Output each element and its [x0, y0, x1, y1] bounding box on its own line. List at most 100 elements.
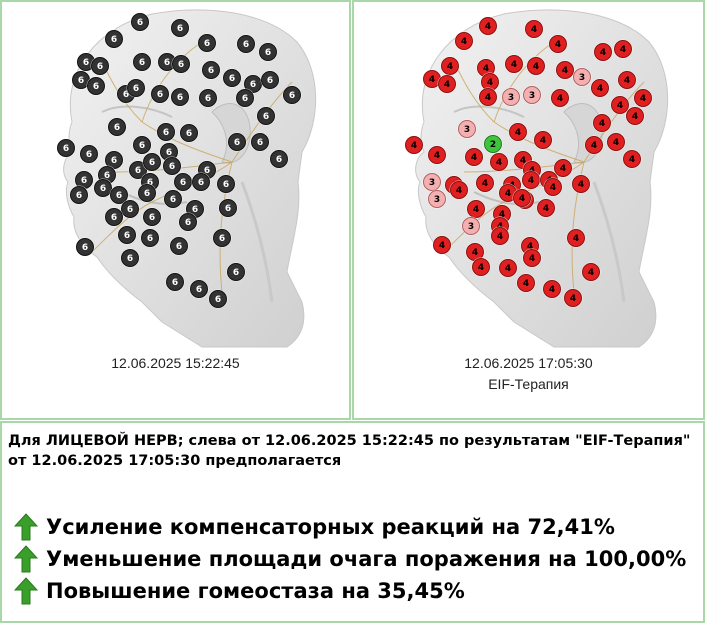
- point-marker-level-4: 4: [404, 135, 424, 155]
- point-marker-label: 4: [499, 210, 505, 220]
- point-marker-label: 6: [82, 243, 88, 253]
- point-marker-label: 4: [578, 180, 584, 190]
- point-marker-level-4: 4: [543, 177, 563, 197]
- point-marker-level-4: 4: [466, 199, 486, 219]
- point-marker-level-4: 4: [606, 132, 626, 152]
- point-marker-level-6: 6: [71, 70, 91, 90]
- point-marker-label: 4: [485, 93, 491, 103]
- point-marker-label: 6: [178, 60, 184, 70]
- point-marker-level-6: 6: [201, 60, 221, 80]
- point-marker-label: 4: [478, 263, 484, 273]
- point-marker-label: 4: [588, 268, 594, 278]
- point-marker-label: 6: [229, 74, 235, 84]
- point-marker-level-4: 4: [548, 34, 568, 54]
- point-marker-label: 3: [468, 222, 474, 232]
- point-marker-level-3: 3: [457, 119, 477, 139]
- point-marker-level-6: 6: [104, 150, 124, 170]
- point-marker-label: 6: [265, 48, 271, 58]
- point-marker-level-6: 6: [235, 88, 255, 108]
- head-anatomy-illustration-right: 4444444444443444443344444432444444444443…: [404, 9, 669, 348]
- point-marker-label: 6: [192, 205, 198, 215]
- point-marker-label: 6: [114, 123, 120, 133]
- report-description: Для ЛИЦЕВОЙ НЕРВ; слева от 12.06.2025 15…: [8, 433, 691, 469]
- point-marker-label: 4: [471, 153, 477, 163]
- point-marker-level-6: 6: [236, 34, 256, 54]
- point-marker-label: 2: [490, 140, 496, 150]
- point-marker-level-6: 6: [226, 262, 246, 282]
- point-marker-label: 6: [204, 39, 210, 49]
- point-marker-label: 6: [263, 112, 269, 122]
- point-marker-level-2: 2: [483, 134, 503, 154]
- point-marker-label: 4: [550, 183, 556, 193]
- point-marker-label: 4: [505, 264, 511, 274]
- point-marker-label: 4: [523, 279, 529, 289]
- point-marker-level-4: 4: [498, 258, 518, 278]
- point-marker-label: 6: [133, 84, 139, 94]
- point-marker-label: 3: [434, 195, 440, 205]
- point-marker-label: 4: [434, 151, 440, 161]
- right-method-label: EIF-Терапия: [488, 376, 569, 392]
- point-marker-label: 6: [196, 285, 202, 295]
- point-marker-level-4: 4: [613, 39, 633, 59]
- point-marker-level-4: 4: [449, 180, 469, 200]
- point-marker-label: 6: [186, 129, 192, 139]
- point-marker-label: 4: [496, 158, 502, 168]
- point-marker-label: 6: [63, 144, 69, 154]
- point-marker-level-6: 6: [130, 12, 150, 32]
- point-marker-level-3: 3: [522, 85, 542, 105]
- point-marker-level-4: 4: [571, 174, 591, 194]
- point-marker-label: 6: [166, 148, 172, 158]
- green-up-arrow-icon: [14, 545, 38, 573]
- point-marker-level-4: 4: [625, 106, 645, 126]
- point-marker-label: 6: [180, 178, 186, 188]
- point-marker-level-6: 6: [269, 149, 289, 169]
- point-marker-label: 6: [163, 128, 169, 138]
- point-marker-label: 6: [111, 213, 117, 223]
- point-marker-level-4: 4: [475, 173, 495, 193]
- point-marker-label: 6: [97, 62, 103, 72]
- point-marker-label: 4: [461, 37, 467, 47]
- point-marker-label: 4: [620, 45, 626, 55]
- point-marker-label: 6: [83, 58, 89, 68]
- point-marker-label: 4: [599, 119, 605, 129]
- point-marker-label: 6: [204, 166, 210, 176]
- point-marker-label: 6: [169, 162, 175, 172]
- point-marker-label: 6: [76, 191, 82, 201]
- point-marker-level-4: 4: [533, 130, 553, 150]
- point-marker-label: 6: [93, 82, 99, 92]
- point-marker-label: 4: [439, 241, 445, 251]
- point-marker-label: 4: [555, 40, 561, 50]
- point-marker-level-6: 6: [179, 123, 199, 143]
- point-marker-level-4: 4: [581, 262, 601, 282]
- point-marker-label: 4: [543, 204, 549, 214]
- green-up-arrow-icon: [14, 513, 38, 541]
- point-marker-level-4: 4: [584, 135, 604, 155]
- point-marker-level-4: 4: [454, 31, 474, 51]
- point-marker-label: 4: [456, 186, 462, 196]
- point-marker-label: 6: [144, 189, 150, 199]
- point-marker-level-6: 6: [120, 199, 140, 219]
- point-marker-level-4: 4: [563, 288, 583, 308]
- point-marker-level-6: 6: [178, 212, 198, 232]
- point-marker-label: 4: [632, 112, 638, 122]
- point-marker-level-6: 6: [173, 172, 193, 192]
- point-marker-level-6: 6: [107, 117, 127, 137]
- point-marker-level-6: 6: [218, 198, 238, 218]
- point-marker-level-3: 3: [461, 216, 481, 236]
- point-marker-level-4: 4: [617, 70, 637, 90]
- point-marker-level-6: 6: [198, 88, 218, 108]
- point-marker-level-6: 6: [90, 56, 110, 76]
- point-marker-level-4: 4: [590, 78, 610, 98]
- result-item: Повышение гомеостаза на 35,45%: [14, 576, 465, 606]
- point-marker-label: 4: [597, 84, 603, 94]
- point-marker-label: 6: [81, 176, 87, 186]
- point-marker-label: 6: [242, 94, 248, 104]
- point-marker-level-6: 6: [93, 178, 113, 198]
- point-marker-level-4: 4: [610, 95, 630, 115]
- point-marker-label: 4: [562, 66, 568, 76]
- point-marker-label: 4: [447, 62, 453, 72]
- point-marker-label: 6: [185, 218, 191, 228]
